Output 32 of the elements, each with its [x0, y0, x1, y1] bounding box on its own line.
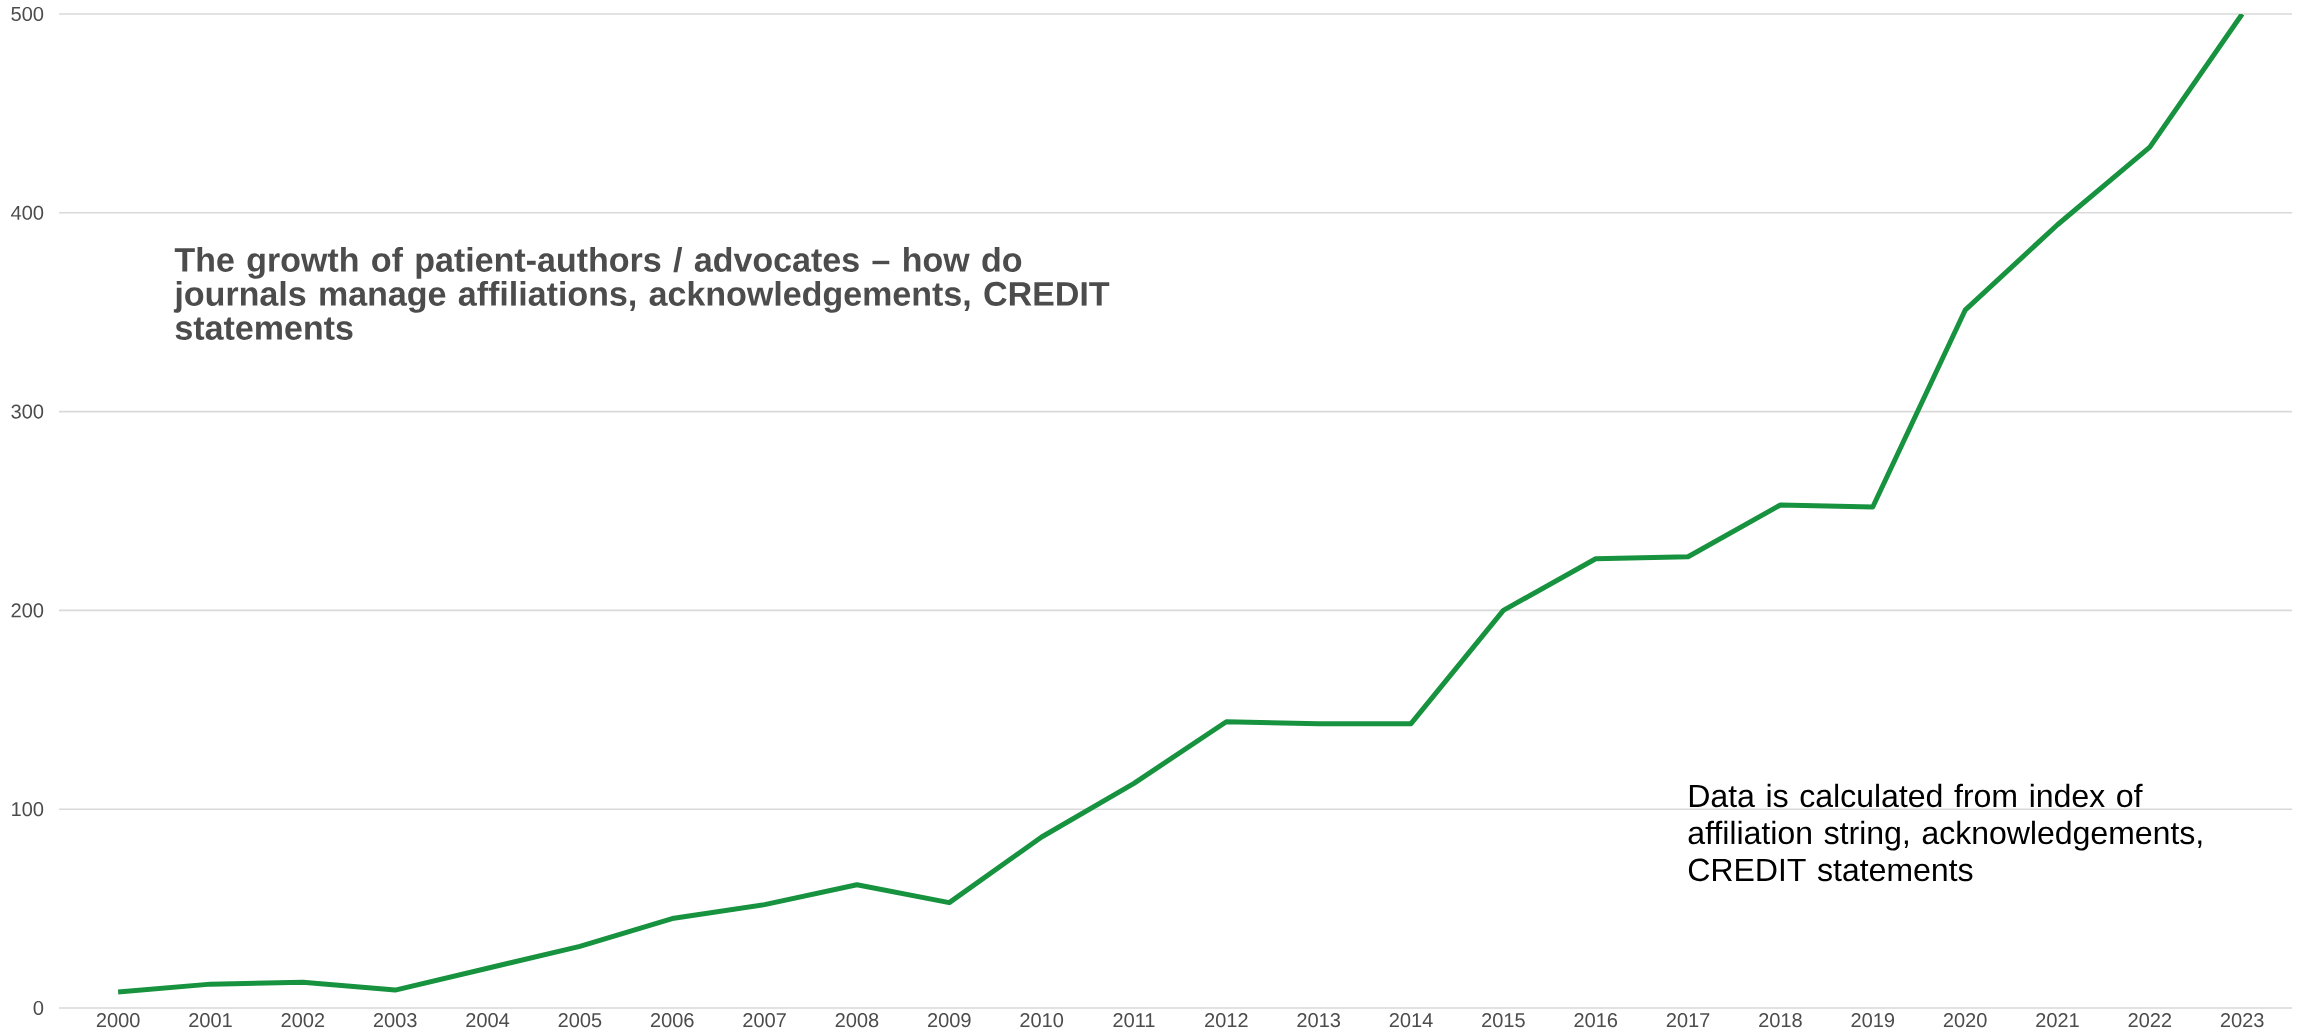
x-tick-label: 2021 [2036, 1013, 2079, 1028]
x-tick-label: 2019 [1851, 1013, 1895, 1028]
x-tick-label: 2008 [835, 1013, 879, 1028]
x-tick-label: 2018 [1759, 1013, 1802, 1028]
x-tick-label: 2014 [1389, 1013, 1433, 1028]
x-tick-label: 2015 [1482, 1013, 1525, 1028]
x-tick-label: 2001 [189, 1013, 232, 1028]
x-tick-label: 2000 [96, 1013, 140, 1028]
x-tick-label: 2009 [928, 1013, 971, 1028]
x-tick-label: 2007 [743, 1013, 786, 1028]
y-tick-label: 0 [33, 1000, 44, 1016]
y-tick-label: 300 [11, 404, 44, 419]
text: The growth of patient-authors / advocates – how do journals manage affiliations, acknowledgements, CREDIT statements [173, 246, 1110, 340]
x-tick-label: 2012 [1205, 1013, 1248, 1028]
x-tick-label: 2016 [1574, 1013, 1618, 1028]
y-tick-label: 400 [11, 205, 44, 220]
x-tick-label: 2006 [650, 1013, 694, 1028]
x-tick-label: 2003 [373, 1013, 417, 1028]
x-tick-label: 2011 [1113, 1013, 1155, 1028]
y-tick-label: 100 [12, 802, 44, 817]
x-tick-label: 2013 [1297, 1013, 1341, 1028]
x-tick-label: 2005 [558, 1013, 602, 1028]
y-tick-label: 500 [11, 6, 44, 22]
x-tick-label: 2022 [2128, 1013, 2172, 1028]
y-tick-label: 200 [11, 603, 44, 618]
annotation: Data is calculated from index of affiliation string, acknowledgements, CREDIT statements [1688, 783, 2202, 882]
x-tick-label: 2020 [1943, 1013, 1987, 1028]
x-tick-label: 2010 [1020, 1013, 1064, 1028]
x-tick-label: 2023 [2220, 1013, 2264, 1028]
x-tick-label: 2002 [281, 1013, 325, 1028]
x-tick-label: 2017 [1666, 1013, 1710, 1028]
x-tick-label: 2004 [466, 1013, 510, 1028]
